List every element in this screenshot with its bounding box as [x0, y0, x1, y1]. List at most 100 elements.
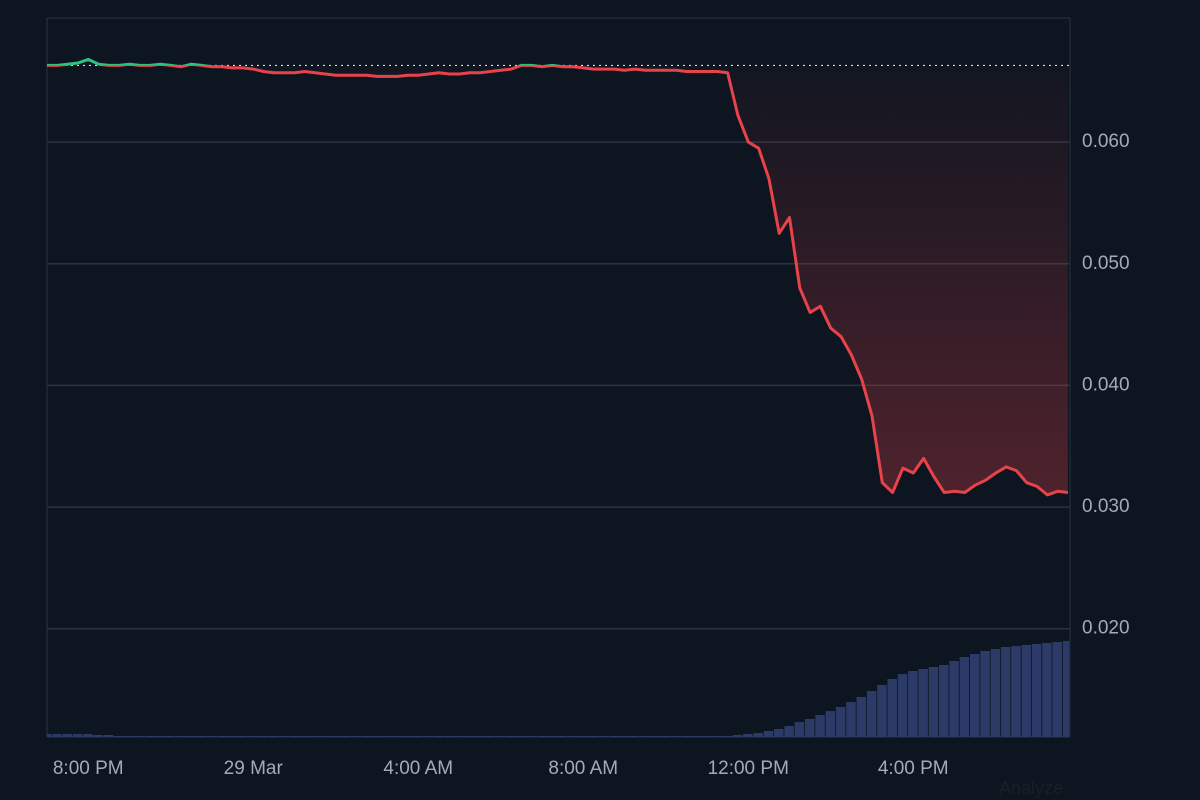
volume-bar — [526, 736, 537, 737]
x-tick-label: 4:00 PM — [878, 758, 949, 779]
volume-bar — [887, 679, 897, 737]
volume-bar — [763, 731, 774, 737]
volume-bar — [877, 685, 887, 737]
y-tick-label: 0.040 — [1082, 374, 1130, 395]
volume-bar — [186, 736, 196, 737]
volume-bar — [474, 736, 485, 737]
volume-bar — [402, 736, 413, 737]
volume-bar — [701, 736, 712, 737]
volume-bar — [557, 736, 567, 737]
volume-bar — [712, 736, 722, 737]
volume-bar — [794, 722, 805, 737]
volume-bar — [361, 736, 372, 737]
volume-bar — [248, 736, 258, 737]
volume-bar — [454, 736, 464, 737]
volume-bar — [320, 736, 330, 737]
volume-bar — [609, 736, 619, 737]
volume-bar — [371, 736, 382, 737]
volume-bar — [897, 674, 908, 737]
volume-bar — [505, 736, 516, 737]
volume-bar — [413, 736, 423, 737]
volume-bar — [134, 736, 145, 737]
volume-bar — [588, 736, 598, 737]
volume-bar — [1011, 646, 1021, 737]
volume-bar — [969, 654, 980, 737]
volume-bar — [289, 736, 299, 737]
volume-bar — [433, 736, 444, 737]
volume-bar — [835, 707, 846, 737]
volume-bar — [93, 735, 103, 737]
volume-bar — [722, 736, 732, 737]
volume-bar — [340, 736, 351, 737]
volume-bar — [217, 736, 227, 737]
volume-bar — [124, 736, 134, 737]
y-tick-label: 0.050 — [1082, 253, 1130, 274]
volume-bar — [206, 736, 217, 737]
volume-bar — [650, 736, 660, 737]
volume-bar — [1062, 641, 1070, 737]
volume-bar — [382, 736, 392, 737]
volume-bar — [47, 734, 52, 737]
volume-bar — [114, 736, 124, 737]
volume-bar — [144, 736, 155, 737]
volume-bar — [732, 735, 743, 737]
volume-bar — [598, 736, 609, 737]
volume-bar — [774, 729, 784, 737]
volume-bar — [464, 736, 475, 737]
volume-bar — [495, 736, 506, 737]
volume-bar — [743, 734, 753, 737]
volume-bar — [72, 734, 83, 737]
volume-bar — [52, 734, 62, 737]
volume-bar — [516, 736, 526, 737]
volume-bar — [103, 735, 114, 737]
volume-bar — [866, 691, 877, 737]
volume-bar — [939, 665, 949, 737]
volume-bar — [670, 736, 681, 737]
volume-bar — [928, 667, 939, 737]
volume-bar — [165, 736, 176, 737]
volume-bar — [237, 736, 248, 737]
area-fill — [171, 65, 1068, 495]
volume-bar — [990, 649, 1001, 737]
volume-bar — [196, 736, 207, 737]
volume-bar — [980, 651, 990, 737]
volume-bar — [1052, 642, 1062, 737]
volume-bar — [1021, 645, 1032, 737]
volume-bar — [258, 736, 268, 737]
volume-bar — [227, 736, 237, 737]
volume-bar — [681, 736, 691, 737]
volume-bar — [175, 736, 186, 737]
x-tick-label: 8:00 AM — [548, 758, 618, 779]
volume-bar — [155, 736, 165, 737]
volume-bar — [691, 736, 702, 737]
volume-bar — [908, 671, 918, 737]
volume-bar — [918, 669, 928, 737]
x-tick-label: 29 Mar — [224, 758, 284, 779]
volume-bar — [1031, 644, 1042, 737]
volume-bar — [846, 702, 856, 737]
price-line — [47, 65, 1069, 497]
volume-bar — [83, 734, 93, 737]
volume-bar — [547, 736, 557, 737]
volume-bar — [660, 736, 671, 737]
volume-bar — [1042, 643, 1052, 737]
volume-bar — [825, 711, 836, 737]
volume-bar — [804, 719, 815, 737]
volume-bar — [639, 736, 650, 737]
volume-bar — [309, 736, 320, 737]
volume-bar — [351, 736, 361, 737]
volume-bar — [784, 726, 794, 737]
y-tick-label: 0.060 — [1082, 131, 1130, 152]
x-tick-label: 12:00 PM — [708, 758, 789, 779]
volume-bar — [444, 736, 454, 737]
volume-bar — [578, 736, 588, 737]
x-tick-label: 8:00 PM — [53, 758, 124, 779]
volume-bar — [949, 661, 959, 737]
volume-bar — [619, 736, 629, 737]
volume-bar — [629, 736, 640, 737]
y-tick-label: 0.020 — [1082, 618, 1130, 639]
volume-bar — [1000, 647, 1011, 737]
volume-bar — [279, 736, 289, 737]
volume-bar — [753, 733, 763, 737]
